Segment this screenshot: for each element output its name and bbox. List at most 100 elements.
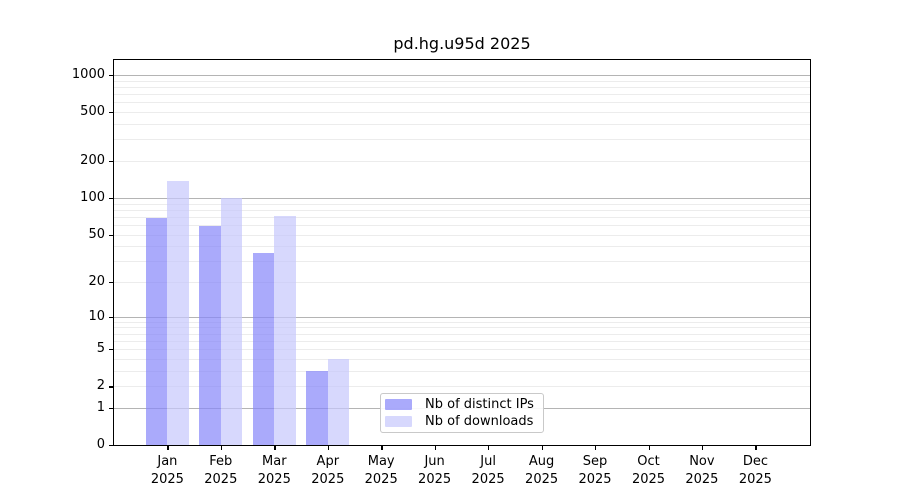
x-tick-label: Nov 2025 [685, 453, 718, 488]
x-tick-month: Nov [689, 454, 715, 469]
x-tick-year: 2025 [631, 471, 666, 487]
y-gridline-minor [114, 209, 810, 211]
y-tick-label: 10 [88, 308, 105, 324]
y-tick-mark [109, 407, 113, 410]
y-tick-label: 50 [88, 226, 105, 242]
x-tick-mark [220, 446, 223, 450]
y-gridline-minor [114, 87, 810, 88]
x-tick-year: 2025 [257, 471, 291, 487]
x-tick-mark [701, 446, 704, 450]
x-tick-month: Oct [637, 454, 660, 469]
y-tick-label: 0 [96, 437, 105, 453]
legend-item-distinct-ips: Nb of distinct IPs [385, 396, 543, 413]
x-tick-mark [595, 446, 597, 450]
legend-swatch-downloads [385, 416, 412, 427]
x-tick-label: Jul 2025 [472, 453, 505, 488]
x-tick-mark [274, 446, 276, 450]
y-tick-mark [109, 282, 113, 284]
x-tick-month: Feb [209, 454, 233, 469]
x-tick-year: 2025 [525, 471, 559, 487]
legend-label-downloads: Nb of downloads [425, 414, 534, 429]
y-gridline-minor [114, 80, 810, 82]
x-tick-year: 2025 [685, 471, 719, 487]
bar-downloads-apr [327, 358, 350, 445]
y-tick-label: 1 [96, 400, 105, 416]
x-tick-label: Feb 2025 [204, 453, 237, 488]
legend-swatch-distinct-ips [385, 399, 412, 410]
x-tick-label: Jun 2025 [418, 453, 451, 488]
x-tick-month: Sep [582, 454, 608, 469]
x-tick-mark [755, 446, 757, 450]
y-tick-label: 5 [96, 341, 105, 357]
y-tick-mark [109, 445, 113, 447]
y-tick-mark [109, 161, 113, 163]
x-tick-year: 2025 [418, 471, 452, 487]
y-gridline-minor [114, 139, 810, 141]
y-tick-label: 1000 [71, 67, 105, 83]
x-tick-month: Apr [316, 454, 340, 469]
y-gridline-major [114, 197, 810, 199]
x-tick-year: 2025 [311, 471, 345, 487]
y-tick-mark [109, 75, 113, 77]
y-gridline-minor [114, 224, 810, 226]
x-tick-label: Sep 2025 [578, 453, 611, 488]
y-gridline-minor [114, 327, 810, 329]
x-tick-mark [541, 446, 543, 450]
x-tick-mark [488, 446, 490, 450]
x-tick-year: 2025 [150, 471, 184, 487]
y-axis-layer: 0 1 2 5 10 20 50 100 200 500 1000 [72, 60, 810, 451]
y-gridline-major [114, 316, 810, 318]
bar-distinct-ips-jan [145, 218, 168, 445]
x-tick-label: Aug 2025 [525, 453, 558, 488]
y-gridline-minor [114, 370, 810, 372]
x-axis-layer: Jan 2025 Feb 2025 Mar 2025 Apr 2025 May 2025 Jun 20… [114, 60, 810, 487]
y-gridline-minor [114, 261, 810, 263]
x-tick-mark [648, 446, 650, 450]
y-tick-label: 500 [80, 104, 105, 120]
x-tick-label: Mar 2025 [258, 453, 291, 488]
legend-item-downloads: Nb of downloads [385, 413, 543, 430]
x-tick-label: May 2025 [365, 453, 398, 488]
chart-title: pd.hg.u95d 2025 [393, 34, 531, 53]
x-tick-label: Jan 2025 [151, 453, 184, 488]
x-tick-label: Apr 2025 [311, 453, 344, 488]
x-tick-year: 2025 [738, 471, 772, 487]
bar-downloads-jan [167, 181, 189, 445]
y-gridline-major [114, 75, 810, 76]
y-tick-label: 20 [88, 274, 105, 290]
x-tick-year: 2025 [364, 471, 398, 487]
x-tick-year: 2025 [471, 471, 505, 487]
y-tick-mark [109, 349, 113, 351]
x-tick-mark [381, 446, 383, 450]
y-gridline-minor [114, 282, 810, 283]
y-tick-label: 100 [80, 190, 105, 206]
bar-downloads-feb [220, 197, 243, 445]
x-tick-month: Aug [528, 454, 555, 469]
x-tick-month: May [367, 454, 395, 469]
y-gridline-minor [114, 340, 810, 342]
bar-distinct-ips-feb [199, 225, 221, 445]
y-gridline-minor [114, 102, 810, 104]
bar-distinct-ips-apr [306, 370, 328, 445]
x-tick-month: Jul [480, 454, 496, 469]
y-gridline-minor [114, 112, 810, 114]
x-tick-label: Oct 2025 [632, 453, 665, 488]
y-gridline-minor [114, 321, 810, 323]
y-gridline-minor [114, 203, 810, 205]
x-tick-mark [167, 446, 169, 450]
y-gridline-minor [114, 216, 810, 218]
bar-downloads-mar [274, 216, 296, 445]
y-tick-mark [109, 112, 113, 114]
x-tick-mark [327, 446, 330, 450]
y-gridline-minor [114, 333, 810, 335]
y-tick-label: 2 [96, 378, 105, 394]
gridlines-layer [114, 60, 810, 445]
y-gridline-minor [114, 161, 810, 162]
y-tick-mark [109, 197, 113, 200]
legend-label-distinct-ips: Nb of distinct IPs [425, 397, 534, 412]
x-tick-mark [434, 446, 436, 450]
x-tick-month: Jun [424, 454, 445, 469]
y-gridline-minor [114, 124, 810, 125]
y-gridline-minor [114, 234, 810, 236]
